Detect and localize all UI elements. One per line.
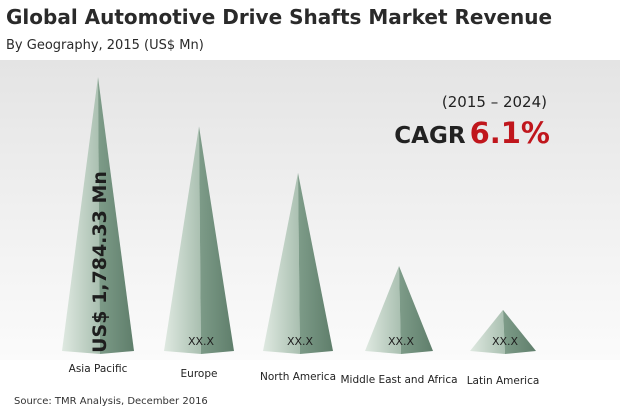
category-label-latin-america: Latin America <box>467 375 540 387</box>
chart-subtitle: By Geography, 2015 (US$ Mn) <box>6 38 204 53</box>
pyramid-north-america-left-face <box>263 172 300 354</box>
cagr-period: (2015 – 2024) <box>441 93 547 111</box>
pyramid-latin-america-left-face <box>470 309 505 354</box>
source-note: Source: TMR Analysis, December 2016 <box>14 396 208 407</box>
value-label-latin-america: XX.X <box>492 335 519 348</box>
value-label-middle-east-and-africa: XX.X <box>388 335 415 348</box>
value-label-asia-pacific: US$ 1,784.33 Mn <box>89 171 111 353</box>
category-label-europe: Europe <box>181 368 218 380</box>
category-label-north-america: North America <box>260 371 336 383</box>
pyramid-asia-pacific-left-face <box>62 77 100 354</box>
pyramid-north-america-right-face <box>298 172 333 354</box>
pyramid-middle-east-and-africa-left-face <box>365 266 401 354</box>
cagr-label: CAGR <box>394 123 466 149</box>
category-label-asia-pacific: Asia Pacific <box>69 363 128 375</box>
pyramid-europe-left-face <box>164 126 201 354</box>
cagr-value: 6.1% <box>469 116 550 150</box>
pyramid-latin-america-right-face <box>503 309 536 354</box>
value-label-europe: XX.X <box>188 335 215 348</box>
pyramid-asia-pacific-right-face <box>98 77 134 354</box>
pyramid-middle-east-and-africa-right-face <box>399 266 433 354</box>
cagr-block: CAGR 6.1% <box>394 118 550 151</box>
category-label-middle-east-and-africa: Middle East and Africa <box>340 374 457 386</box>
pyramid-europe-right-face <box>199 126 234 354</box>
chart-title: Global Automotive Drive Shafts Market Re… <box>6 5 553 29</box>
value-label-north-america: XX.X <box>287 335 314 348</box>
